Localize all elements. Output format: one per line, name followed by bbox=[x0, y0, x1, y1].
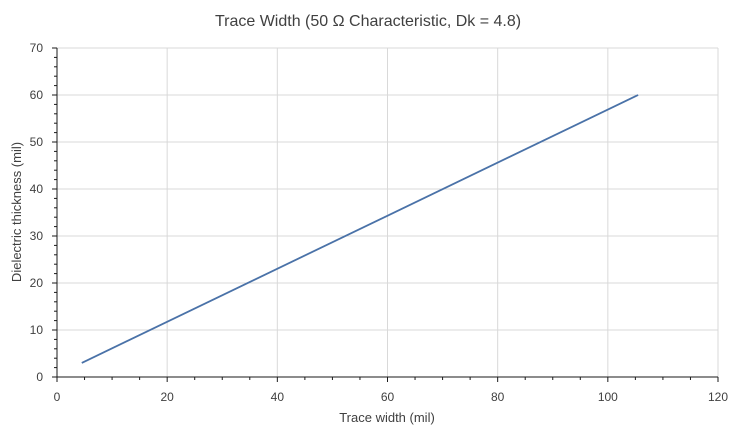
x-axis-title: Trace width (mil) bbox=[339, 410, 435, 425]
y-tick-label: 0 bbox=[36, 370, 43, 384]
x-tick-label: 20 bbox=[160, 390, 174, 404]
x-tick-label: 80 bbox=[491, 390, 505, 404]
y-tick-label: 20 bbox=[30, 276, 44, 290]
x-tick-label: 60 bbox=[381, 390, 395, 404]
y-tick-label: 40 bbox=[30, 182, 44, 196]
grid-layer bbox=[57, 47, 719, 377]
x-tick-label: 0 bbox=[54, 390, 61, 404]
chart-title: Trace Width (50 Ω Characteristic, Dk = 4… bbox=[215, 13, 521, 30]
y-tick-label: 10 bbox=[30, 323, 44, 337]
series-line bbox=[81, 94, 639, 364]
y-tick-label: 50 bbox=[30, 135, 44, 149]
y-tick-label: 60 bbox=[30, 88, 44, 102]
axis-layer bbox=[52, 47, 719, 382]
y-tick-label: 30 bbox=[30, 229, 44, 243]
tick-layer: 0 20 40 60 80 100 120 0 10 20 30 40 50 60 70 bbox=[30, 41, 729, 404]
y-axis-title: Dielectric thickness (mil) bbox=[9, 142, 24, 282]
series-layer bbox=[81, 94, 639, 364]
y-tick-label: 70 bbox=[30, 41, 44, 55]
x-tick-label: 40 bbox=[271, 390, 285, 404]
x-tick-label: 120 bbox=[708, 390, 728, 404]
x-tick-label: 100 bbox=[598, 390, 618, 404]
